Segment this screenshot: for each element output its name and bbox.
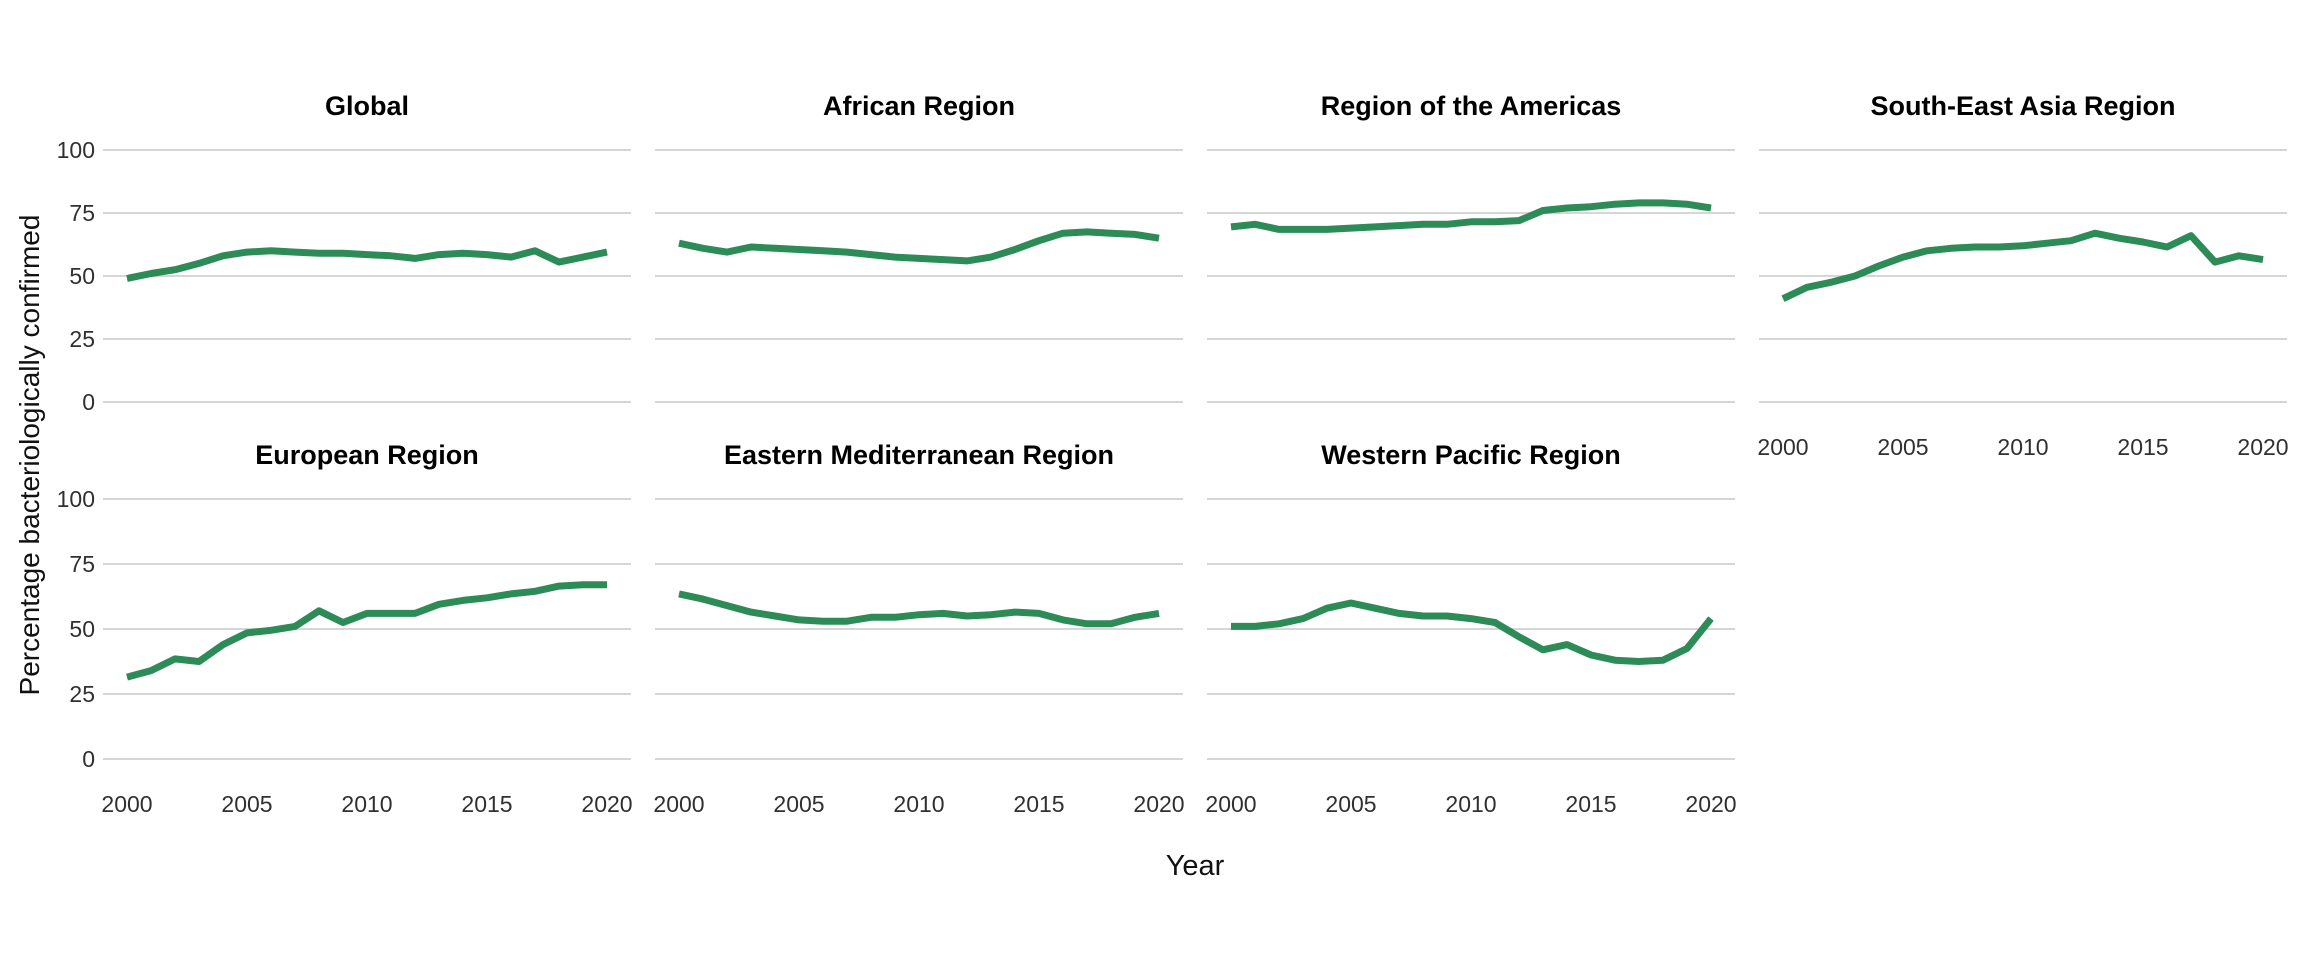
x-tick-label: 2000 <box>1757 434 1809 460</box>
facet-title: Eastern Mediterranean Region <box>723 440 1115 470</box>
facet-title: Region of the Americas <box>1320 91 1622 121</box>
facet-panel: African Region <box>655 91 1183 415</box>
y-tick-label: 0 <box>82 746 95 772</box>
y-tick-label: 0 <box>82 389 95 415</box>
plot-area <box>655 498 1183 760</box>
plot-area <box>103 498 631 760</box>
y-tick-label: 100 <box>56 486 95 512</box>
y-tick-label: 50 <box>69 263 95 289</box>
plot-area <box>1207 149 1735 403</box>
x-tick-label: 2020 <box>581 791 633 817</box>
x-tick-label: 2000 <box>1205 791 1257 817</box>
y-tick-label: 75 <box>69 200 95 226</box>
data-line <box>126 247 608 282</box>
x-tick-label: 2015 <box>2117 434 2169 460</box>
facet-title: South-East Asia Region <box>1870 91 2176 121</box>
facet-panel: Global 100 75 50 25 0 <box>57 91 631 415</box>
facet-panel: European Region 100 75 50 25 0 2000 2005 2010 201… <box>57 440 633 816</box>
data-line <box>678 228 1160 265</box>
data-line <box>126 581 607 681</box>
x-tick-label: 2005 <box>1325 791 1377 817</box>
x-tick-label: 2015 <box>1565 791 1617 817</box>
plot-area <box>655 149 1183 403</box>
facet-panel: Eastern Mediterranean Region 2000 2005 2010… <box>653 440 1184 816</box>
facet-title: Western Pacific Region <box>1321 440 1621 470</box>
facet-title: African Region <box>822 91 1016 121</box>
plot-area <box>103 149 631 403</box>
x-axis-title: Year <box>1165 850 1225 882</box>
x-tick-label: 2000 <box>101 791 153 817</box>
x-tick-label: 2020 <box>1685 791 1737 817</box>
y-tick-label: 100 <box>56 137 95 163</box>
facet-title: Global <box>324 91 409 121</box>
x-tick-label: 2010 <box>341 791 393 817</box>
data-line <box>1231 599 1714 665</box>
data-line <box>1781 229 2264 302</box>
y-tick-label: 25 <box>69 326 95 352</box>
facet-panel: Region of the Americas <box>1207 91 1735 415</box>
data-line <box>1230 199 1712 233</box>
x-tick-label: 2020 <box>1133 791 1185 817</box>
facet-panel: South-East Asia Region 2000 2005 2010 2015 20… <box>1757 91 2288 459</box>
y-tick-label: 25 <box>69 681 95 707</box>
x-tick-label: 2015 <box>1013 791 1065 817</box>
x-tick-label: 2005 <box>221 791 273 817</box>
data-line <box>678 590 1160 628</box>
x-tick-label: 2005 <box>773 791 825 817</box>
x-tick-label: 2005 <box>1877 434 1929 460</box>
x-tick-label: 2010 <box>893 791 945 817</box>
y-tick-label: 50 <box>69 616 95 642</box>
plot-area <box>1759 149 2287 403</box>
x-tick-label: 2020 <box>2237 434 2289 460</box>
x-tick-label: 2015 <box>461 791 513 817</box>
plot-area <box>1207 498 1735 760</box>
y-tick-label: 75 <box>69 551 95 577</box>
facet-panel: Western Pacific Region 2000 2005 2010 2015 20… <box>1205 440 1736 816</box>
x-tick-label: 2000 <box>653 791 705 817</box>
facet-title: European Region <box>255 440 479 470</box>
x-tick-label: 2010 <box>1997 434 2049 460</box>
x-tick-label: 2010 <box>1445 791 1497 817</box>
